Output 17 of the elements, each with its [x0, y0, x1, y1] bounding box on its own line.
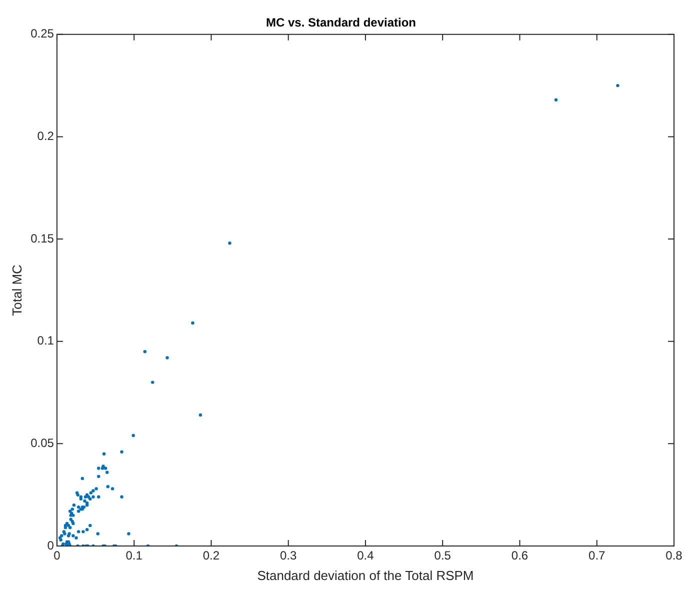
y-tick-label: 0.1	[37, 334, 54, 348]
x-tick-label: 0.7	[588, 548, 606, 563]
y-axis-title: Total MC	[9, 264, 24, 316]
x-tick-label: 0.6	[511, 548, 528, 563]
x-tick-label: 0.2	[202, 548, 220, 563]
x-axis-title: Standard deviation of the Total RSPM	[257, 568, 474, 583]
x-tick-label: 0.1	[126, 548, 143, 563]
x-tick-label: 0.4	[357, 548, 374, 563]
y-tick-label: 0	[47, 538, 54, 552]
y-tick-label: 0.2	[37, 129, 54, 144]
x-tick-label: 0.8	[666, 548, 683, 563]
x-tick-label: 0.5	[434, 548, 452, 563]
chart-title: MC vs. Standard deviation	[266, 16, 416, 30]
x-tick-label: 0.3	[280, 548, 298, 563]
y-tick-label: 0.25	[30, 26, 54, 41]
y-tick-label: 0.05	[30, 436, 54, 450]
y-tick-label: 0.15	[30, 231, 54, 246]
